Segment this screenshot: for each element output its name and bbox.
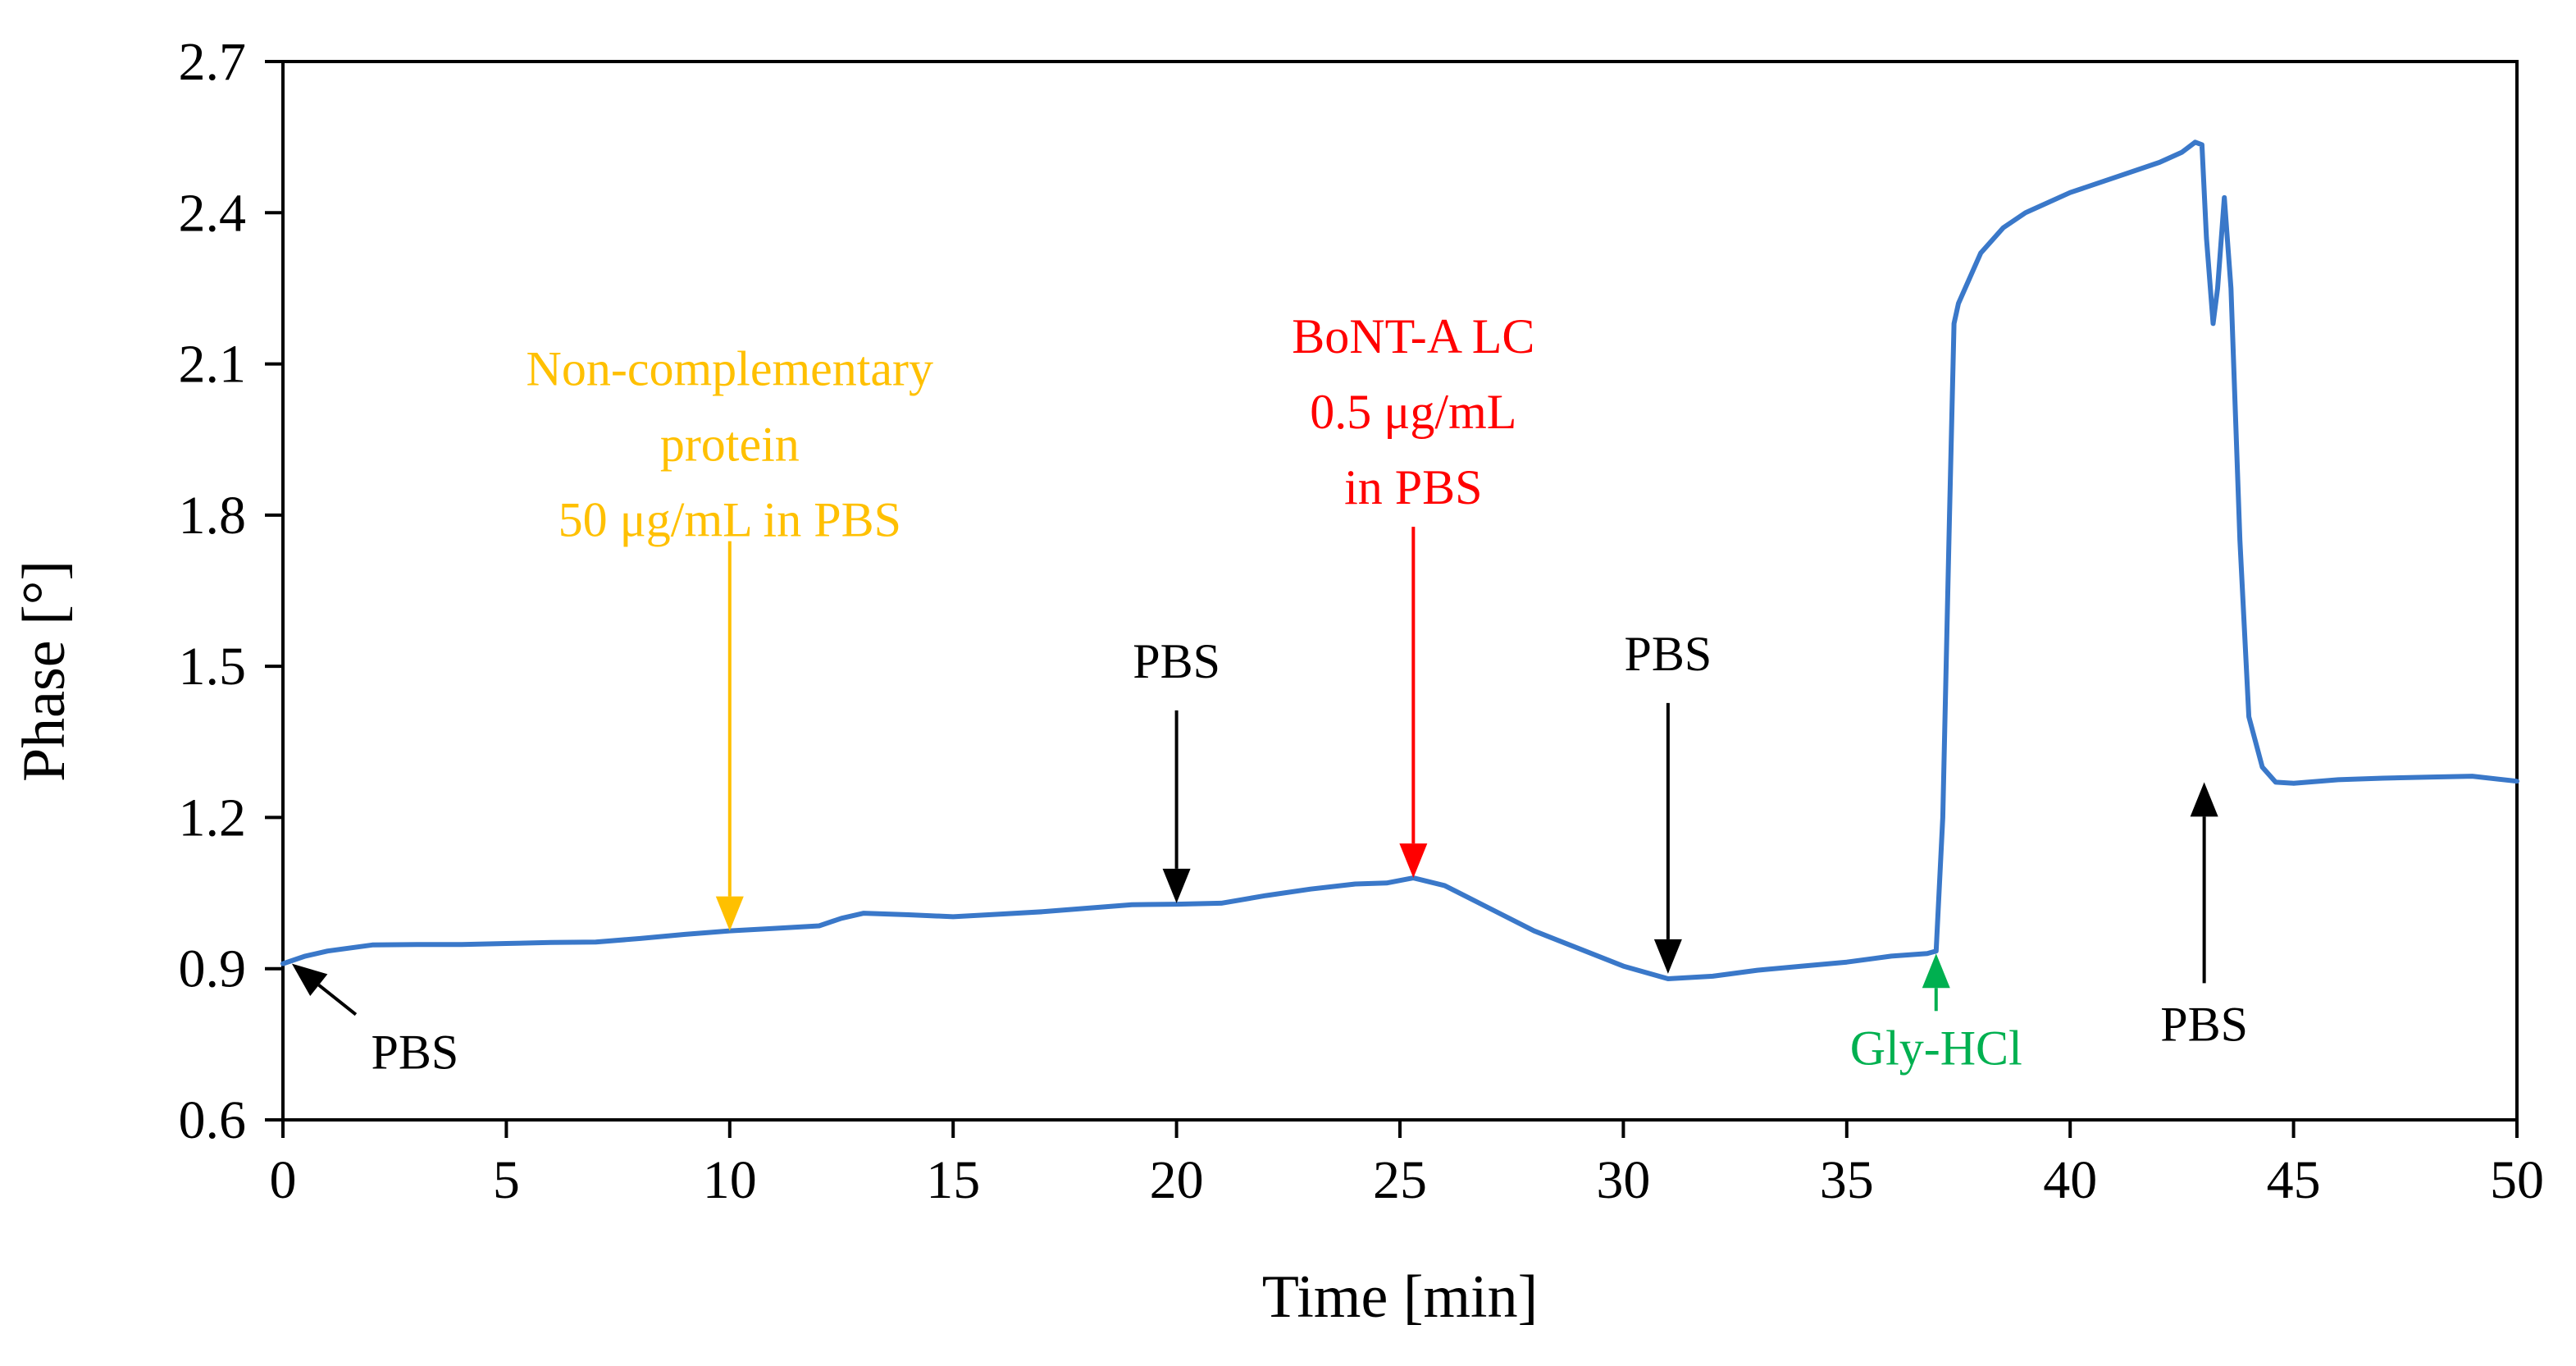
y-tick-label: 2.1	[179, 335, 247, 395]
x-tick-label: 45	[2267, 1150, 2321, 1210]
x-axis-title: Time [min]	[1262, 1263, 1538, 1331]
annotation-arrow-head	[1399, 843, 1428, 879]
annotation-5: Gly-HCl	[1850, 953, 2022, 1075]
x-tick-label: 25	[1373, 1150, 1427, 1210]
annotations: PBS Non-complementary protein 50 μg/mL in P…	[291, 309, 2248, 1080]
y-tick-label: 0.9	[179, 939, 247, 999]
y-tick-label: 0.6	[179, 1090, 247, 1150]
tick-marks	[265, 60, 2519, 1138]
annotation-label: BoNT-A LC	[1292, 309, 1534, 363]
y-tick-label: 1.8	[179, 486, 247, 546]
x-tick-label: 10	[703, 1150, 757, 1210]
annotation-arrow-head	[291, 963, 328, 997]
annotation-arrow-shaft	[317, 984, 358, 1017]
annotation-label: protein	[660, 418, 800, 472]
series-line-phase	[280, 139, 2519, 981]
annotation-4: PBS	[1624, 627, 1712, 974]
annotation-label: Non-complementary	[527, 342, 934, 396]
x-tick-label: 15	[926, 1150, 980, 1210]
x-tick-label: 50	[2490, 1150, 2544, 1210]
x-tick-label: 40	[2043, 1150, 2097, 1210]
annotation-arrow-head	[1162, 868, 1191, 903]
axes	[281, 60, 2519, 1122]
y-tick-label: 2.4	[179, 183, 247, 243]
annotation-arrow-head	[715, 896, 744, 931]
y-tick-label: 1.5	[179, 637, 247, 697]
annotation-6: PBS	[2160, 782, 2248, 1051]
x-tick-label: 0	[270, 1150, 297, 1210]
series	[280, 139, 2519, 981]
tick-labels: 0 5 10 15 20 25 30 35 40 45 50 0.6 0.9 1.2 1.5 1.8 2.1 2.…	[179, 32, 2545, 1210]
annotation-3: BoNT-A LC 0.5 μg/mL in PBS	[1292, 309, 1534, 879]
annotation-label: Gly-HCl	[1850, 1021, 2022, 1075]
annotation-label: PBS	[1624, 627, 1712, 681]
annotation-2: PBS	[1133, 634, 1220, 903]
x-tick-label: 30	[1596, 1150, 1650, 1210]
y-tick-label: 2.7	[179, 32, 247, 92]
x-tick-label: 35	[1820, 1150, 1874, 1210]
annotation-arrow-head	[2190, 782, 2218, 817]
annotation-label: 0.5 μg/mL	[1310, 385, 1516, 439]
y-tick-label: 1.2	[179, 788, 247, 847]
plot-frame	[281, 60, 2519, 1122]
annotation-1: Non-complementary protein 50 μg/mL in PBS	[527, 342, 934, 931]
annotation-label: PBS	[372, 1026, 459, 1080]
x-tick-label: 5	[493, 1150, 520, 1210]
annotation-label: in PBS	[1344, 460, 1482, 514]
annotation-label: PBS	[1133, 634, 1220, 688]
annotation-arrow-head	[1922, 953, 1950, 989]
annotation-label: 50 μg/mL in PBS	[559, 493, 901, 547]
annotation-label: PBS	[2160, 997, 2248, 1051]
x-tick-label: 20	[1150, 1150, 1204, 1210]
y-axis-title: Phase [°]	[11, 560, 78, 782]
annotation-0: PBS	[291, 963, 459, 1080]
annotation-arrow-head	[1653, 939, 1682, 974]
